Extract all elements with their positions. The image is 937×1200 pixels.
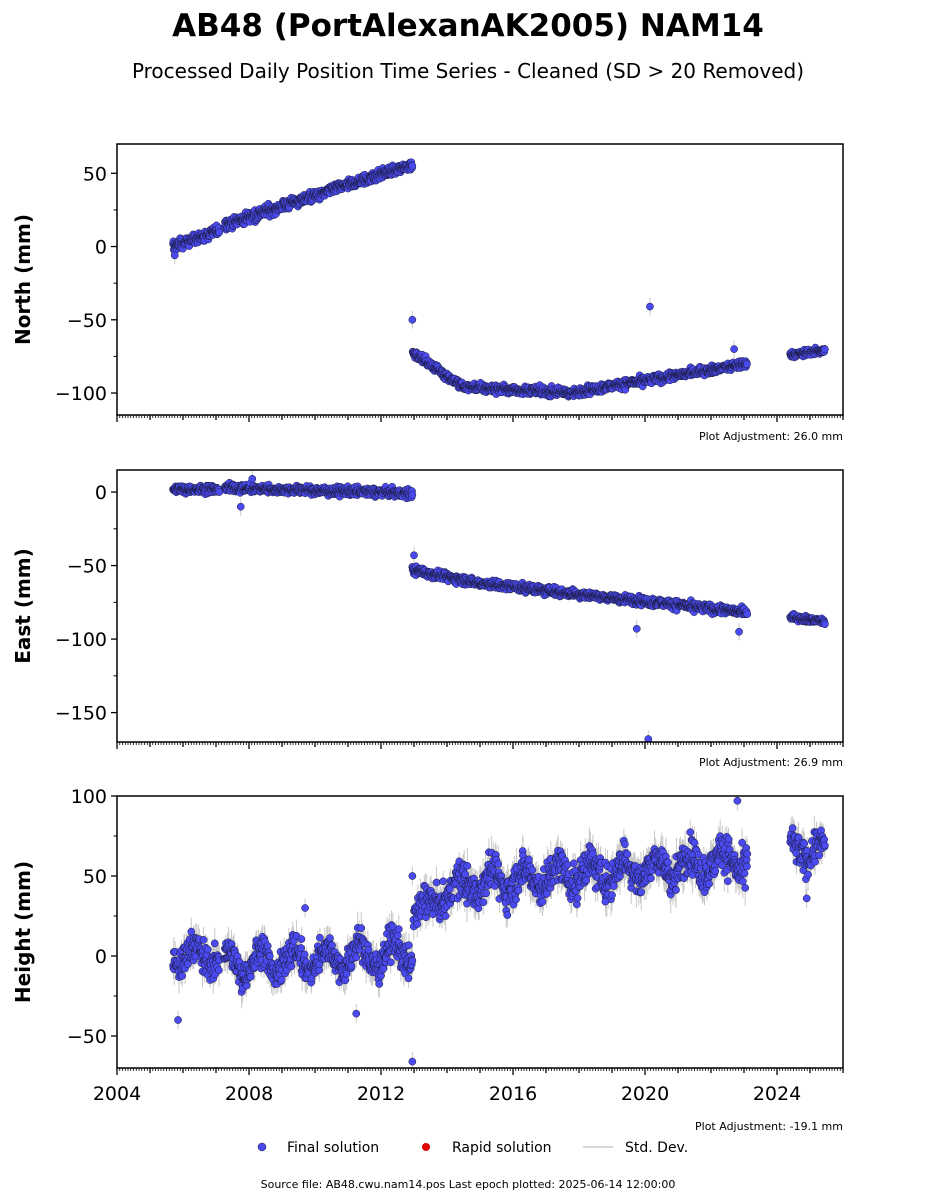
chart-subtitle: Processed Daily Position Time Series - C…	[132, 59, 804, 83]
y-tick-label: −50	[67, 310, 107, 332]
chart-title: AB48 (PortAlexanAK2005) NAM14	[172, 8, 764, 44]
data-point	[408, 161, 417, 170]
plot-frame	[116, 143, 844, 416]
data-point	[730, 345, 738, 353]
y-tick-label: −100	[55, 383, 107, 405]
y-tick-label: 50	[83, 163, 107, 185]
data-point	[170, 251, 179, 260]
data-point	[215, 228, 224, 237]
y-axis-label: North (mm)	[11, 214, 35, 345]
data-point	[646, 302, 654, 311]
final-solution-points	[169, 158, 829, 401]
plot-adjustment-note: Plot Adjustment: 26.0 mm	[699, 430, 843, 443]
y-tick-label: 0	[95, 237, 107, 259]
panels: 50 0 −50 −100 North (mm) Plot Adjustment: 26.…	[11, 143, 844, 1133]
data-point	[743, 360, 751, 369]
data-point	[408, 315, 417, 324]
data-point	[821, 345, 829, 354]
panel-1: 50 0 −50 −100 North (mm) Plot Adjustment: 26.…	[11, 143, 844, 443]
